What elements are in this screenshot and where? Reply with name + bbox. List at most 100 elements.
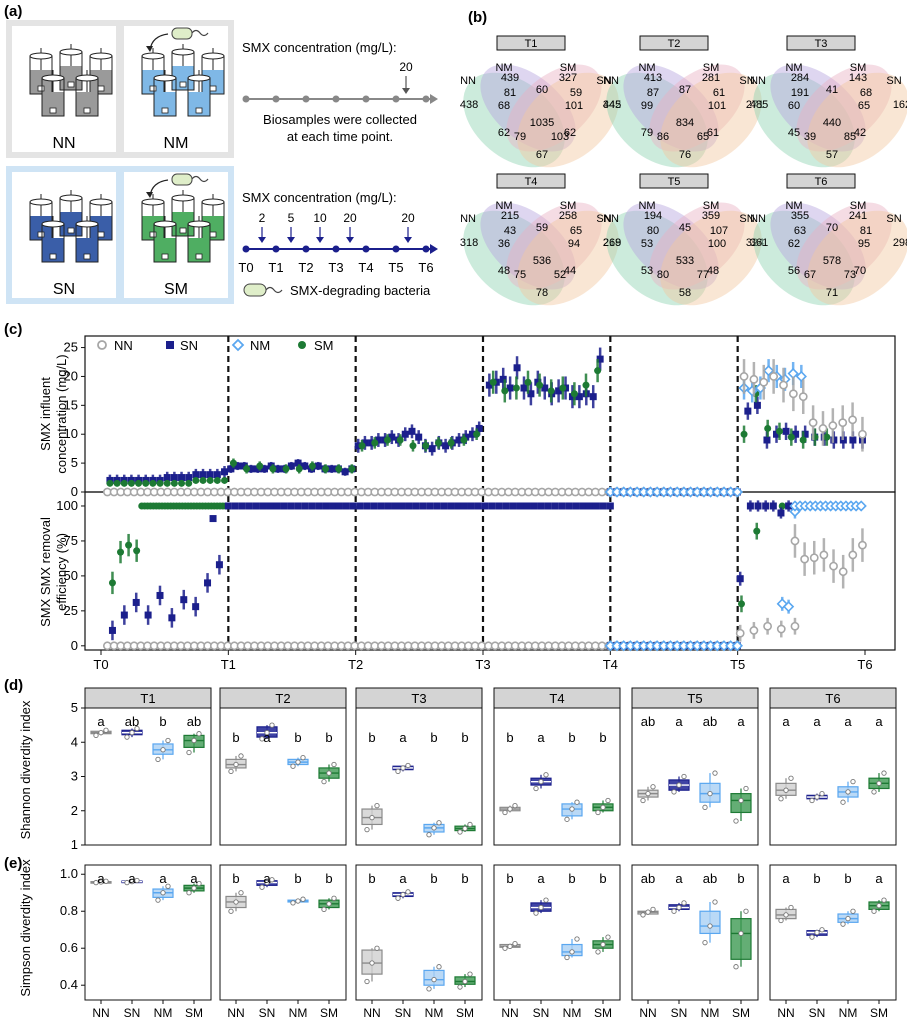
box-sample-point	[881, 770, 887, 776]
venn-region-count: 73	[844, 269, 856, 281]
venn-ellipse-sn	[660, 72, 762, 168]
venn-T4: T4 NN NM SM SN 318 215 258 218 43 59 65 36 94 48 44 536 7…	[460, 173, 621, 306]
venn-region-count: 194	[644, 210, 662, 222]
data-point-sn	[736, 575, 744, 583]
reactor-sn-rim	[29, 198, 53, 206]
reactor-sn-probe	[67, 227, 75, 234]
data-point-sn	[335, 502, 343, 510]
data-point-sn	[315, 502, 323, 510]
data-point-sm	[106, 479, 114, 487]
data-point-sm	[799, 436, 807, 444]
reactor-nm-probe	[149, 85, 157, 92]
venn-region-count: 87	[647, 87, 659, 99]
bottom-dose-label: 20	[401, 211, 415, 225]
bottom-dose-arrow-head-icon	[287, 237, 295, 243]
c-y-tick-label: 100	[56, 498, 78, 513]
reactor-nm-rim	[141, 52, 165, 60]
box-x-tick-label: NM	[701, 1006, 720, 1020]
data-point-sm	[776, 427, 784, 435]
reactor-sm-probe	[195, 253, 203, 260]
legend-nm-label: NM	[250, 338, 270, 353]
box-x-tick-label: SM	[320, 1006, 338, 1020]
legend-sn-marker	[166, 341, 174, 349]
box-sample-point	[321, 906, 327, 913]
box-sample-point	[871, 908, 877, 914]
venn-region-count: 77	[697, 269, 709, 281]
data-point-sn	[408, 427, 416, 435]
data-point-sn	[144, 611, 152, 619]
data-point-sn	[782, 427, 790, 435]
reactor-nm-probe	[179, 81, 187, 88]
venn-title: T5	[668, 176, 681, 188]
data-point-nm	[731, 486, 743, 498]
data-point-sn	[555, 387, 563, 395]
box-sample-point	[564, 816, 570, 822]
venn-ellipse-nm	[770, 202, 866, 290]
venn-region-count: 79	[641, 127, 653, 139]
venn-region-count: 60	[536, 84, 548, 96]
data-point-nn	[798, 392, 808, 402]
c-x-tick-label: T1	[221, 657, 236, 672]
panel-label-e: (e)	[4, 855, 22, 872]
reactor-sn-rim	[41, 220, 65, 228]
box-sample-point	[512, 802, 518, 809]
box-sample-point	[881, 897, 887, 903]
data-point-sn	[388, 433, 396, 441]
box-sample-point	[512, 940, 518, 947]
box-sample-point	[707, 923, 713, 929]
venn-title-box	[639, 173, 709, 189]
box-sample-point	[134, 877, 140, 884]
box-sample-point	[364, 826, 370, 833]
venn-region-count: 355	[791, 210, 809, 222]
reactor-nn-probe	[67, 81, 75, 88]
timepoint-label: T1	[268, 260, 283, 275]
c-x-tick-label: T2	[348, 657, 363, 672]
data-point-sm	[447, 439, 455, 447]
box-sample-point	[467, 821, 473, 828]
data-point-sn	[509, 502, 517, 510]
data-point-sn	[572, 502, 580, 510]
box-sample-point	[321, 778, 327, 785]
box-sample-point	[326, 770, 332, 776]
box-sample-point	[165, 737, 171, 744]
significance-letter: a	[537, 871, 545, 886]
data-point-sn	[192, 471, 200, 479]
facet-title: T1	[140, 691, 155, 706]
data-point-sm	[501, 387, 509, 395]
box-sample-point	[600, 804, 606, 810]
data-point-nn	[763, 621, 772, 631]
data-point-sn	[442, 442, 450, 450]
significance-letter: b	[430, 871, 437, 886]
venn-set-label: NM	[785, 62, 802, 74]
significance-letter: a	[844, 714, 852, 729]
significance-letter: b	[506, 730, 513, 745]
box-x-tick-label: SM	[185, 1006, 203, 1020]
data-point-sn	[753, 401, 761, 409]
venn-region-count: 258	[559, 210, 577, 222]
data-point-sn	[221, 468, 229, 476]
venn-ellipse-nm	[480, 202, 576, 290]
reactor-sn-rim	[89, 198, 113, 206]
significance-letter: b	[461, 730, 468, 745]
data-point-sm	[536, 381, 544, 389]
box-sample-point	[431, 977, 437, 983]
box-sample-point	[502, 809, 508, 816]
box-sample-point	[605, 934, 611, 940]
timepoint-label: T4	[358, 260, 373, 275]
reactor-sm-rim	[153, 220, 177, 228]
data-point-sn	[370, 502, 378, 510]
box-x-tick-label: NN	[363, 1006, 380, 1020]
venn-set-label: SN	[596, 213, 611, 225]
box-x-tick-label: SM	[732, 1006, 750, 1020]
data-point-sm	[142, 479, 150, 487]
box-y-tick-label: 1.0	[60, 866, 78, 881]
venn-set-label: SN	[739, 213, 754, 225]
venn-region-count: 76	[679, 149, 691, 161]
data-point-sm	[127, 479, 135, 487]
data-point-sm	[117, 548, 125, 556]
venn-region-count: 438	[460, 99, 478, 111]
data-point-sn	[481, 502, 489, 510]
data-point-sm	[156, 479, 164, 487]
box-sample-point	[186, 749, 192, 756]
reactor-nn-probe	[83, 107, 91, 114]
